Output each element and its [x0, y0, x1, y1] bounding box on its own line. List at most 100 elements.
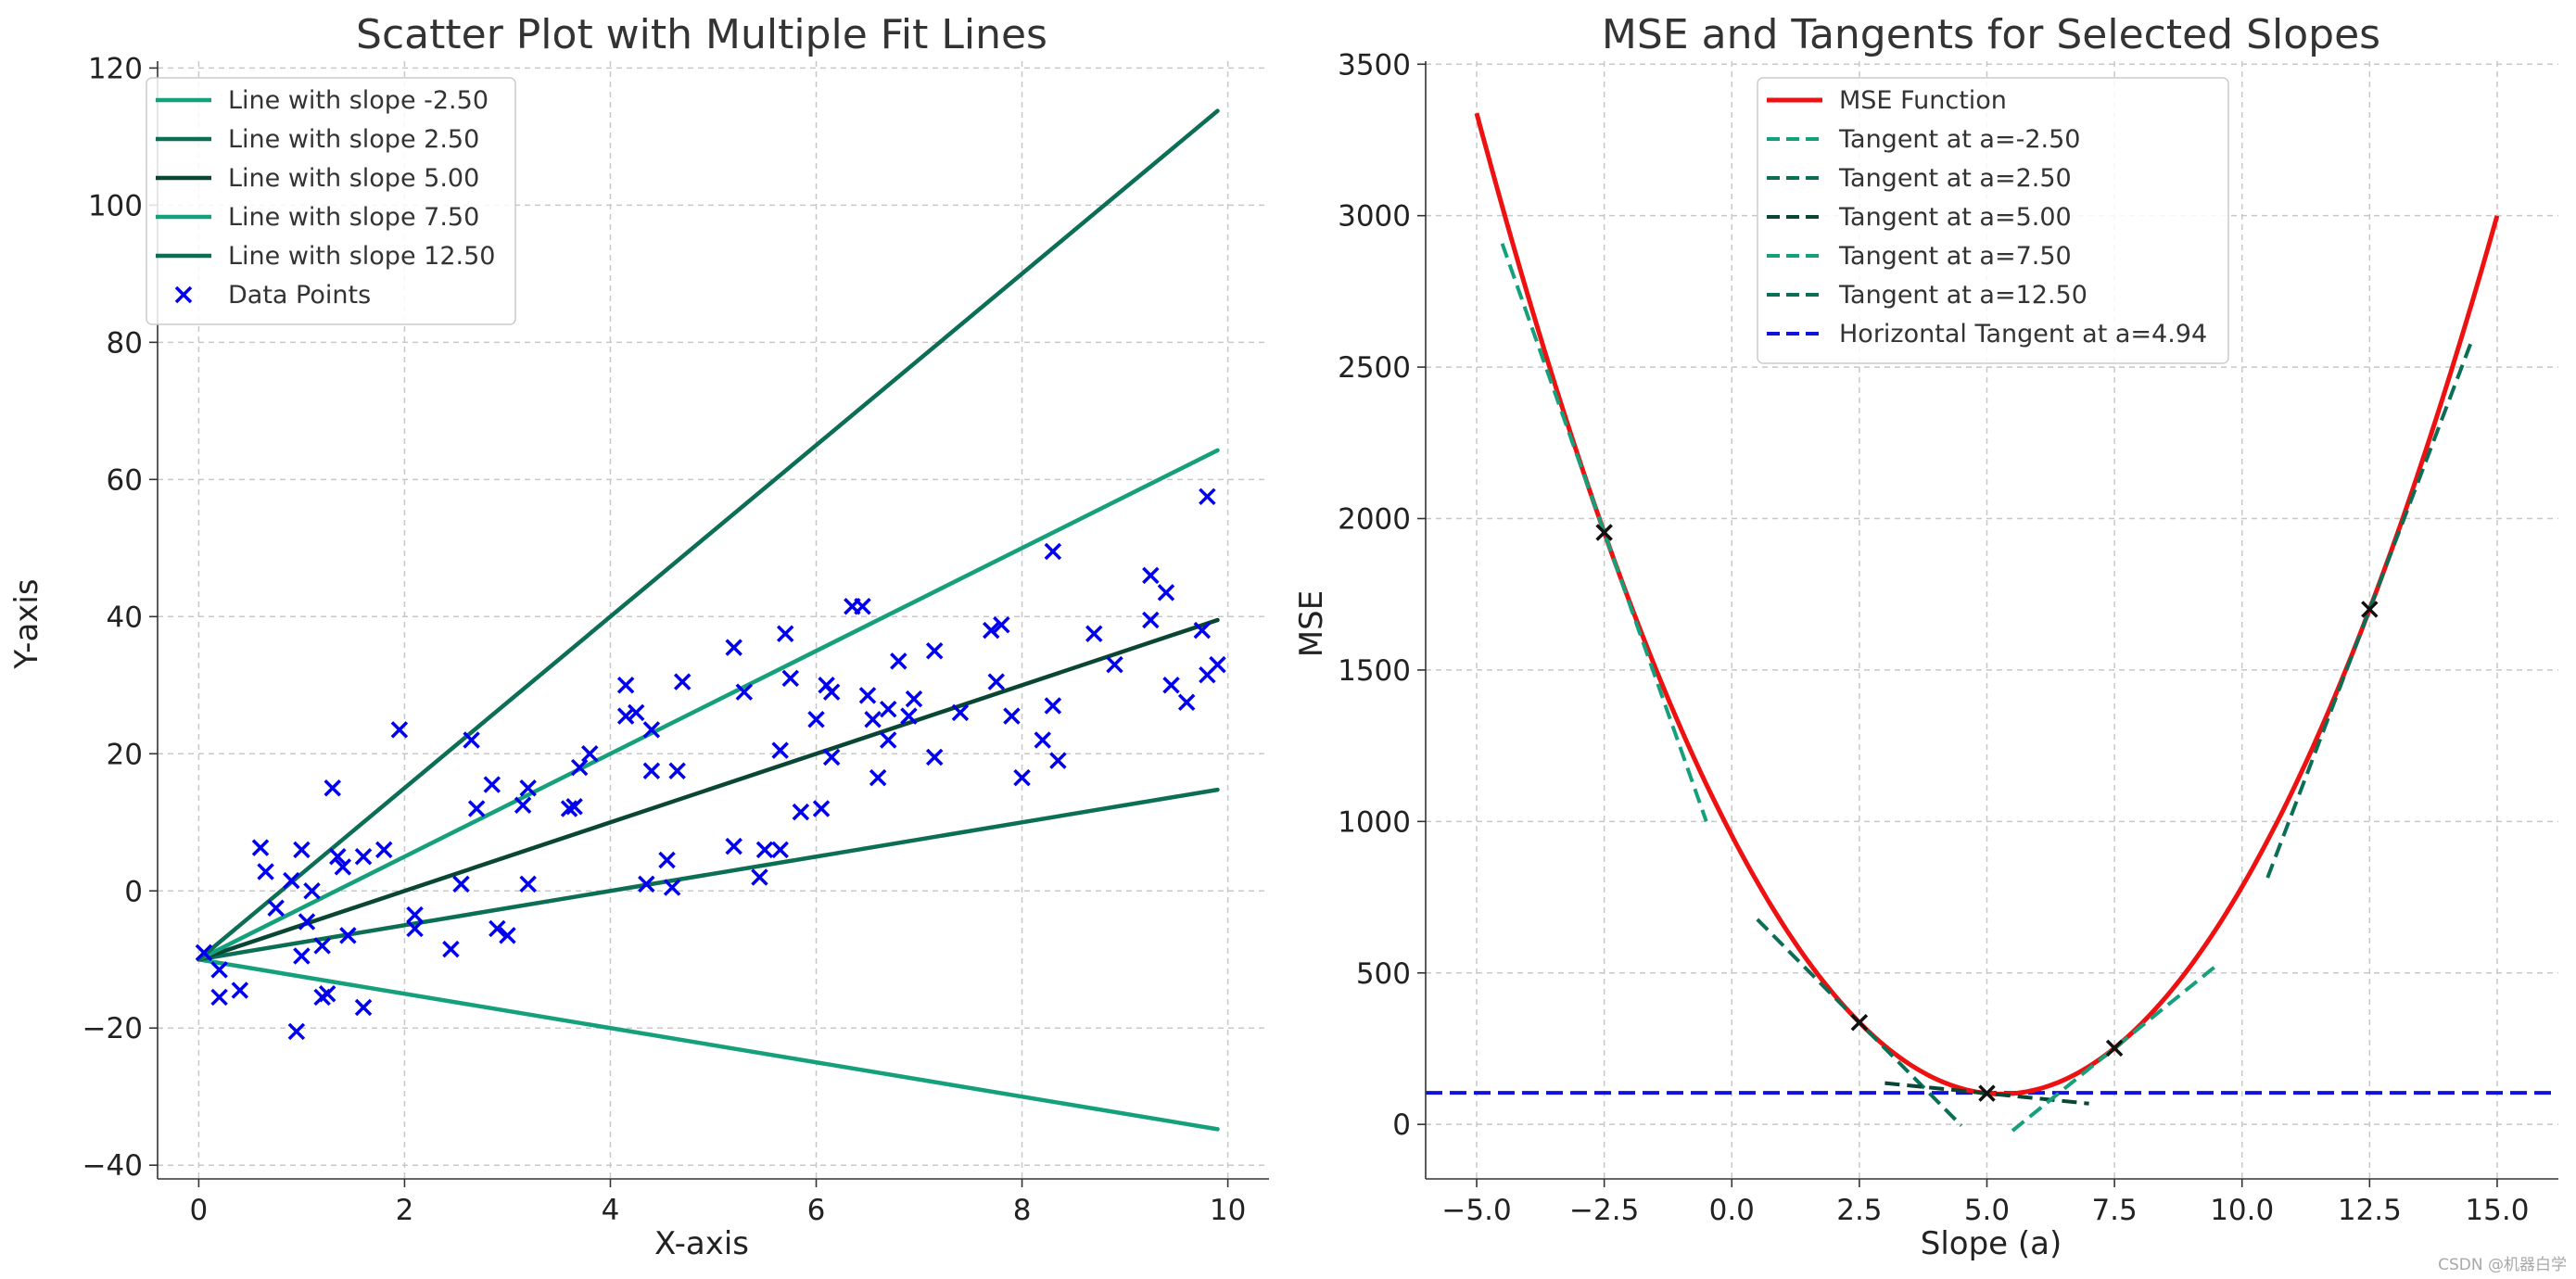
scatter-point-stroke — [467, 800, 486, 817]
scatter-data-point — [858, 687, 877, 704]
mse-legend-label: Horizontal Tangent at a=4.94 — [1839, 320, 2207, 348]
scatter-point-stroke — [642, 762, 661, 780]
scatter-data-point — [293, 841, 311, 859]
scatter-point-stroke — [1142, 566, 1160, 585]
scatter-data-point — [560, 800, 578, 817]
scatter-point-stroke — [442, 940, 460, 958]
scatter-point-stroke — [822, 748, 841, 766]
scatter-point-stroke — [1157, 584, 1175, 602]
scatter-point-stroke — [499, 927, 516, 944]
scatter-data-point — [339, 927, 357, 944]
mse-chart-title: MSE and Tangents for Selected Slopes — [1602, 11, 2380, 58]
scatter-data-point — [1003, 707, 1021, 725]
scatter-x-axis-label: X-axis — [654, 1225, 749, 1262]
scatter-legend-label: Line with slope 7.50 — [228, 203, 479, 232]
scatter-point-stroke — [1162, 677, 1180, 694]
scatter-point-stroke — [987, 673, 1006, 690]
scatter-point-stroke — [951, 703, 970, 722]
mse-tangent-marker — [2361, 601, 2379, 618]
mse-chart: MSE and Tangents for Selected Slopes −5.… — [1293, 11, 2558, 1262]
scatter-data-point — [375, 841, 393, 859]
scatter-point-stroke — [354, 998, 373, 1017]
scatter-point-stroke — [925, 748, 944, 766]
scatter-data-point — [293, 947, 311, 965]
scatter-fit-line — [197, 956, 1220, 1132]
scatter-data-point — [879, 700, 897, 718]
mse-marker-stroke — [1595, 524, 1613, 541]
scatter-data-point — [616, 707, 635, 725]
scatter-point-stroke — [463, 731, 480, 749]
mse-x-tick-label: 5.0 — [1964, 1194, 2010, 1227]
scatter-point-stroke — [725, 837, 742, 855]
scatter-point-stroke — [334, 858, 352, 876]
scatter-data-point — [257, 863, 274, 880]
scatter-point-stroke — [303, 882, 321, 900]
scatter-point-stroke — [1193, 621, 1212, 640]
scatter-y-tick-label: 100 — [88, 189, 143, 222]
scatter-point-stroke — [812, 800, 831, 817]
scatter-data-point — [334, 858, 352, 876]
mse-ticks: −5.0 −2.5 0.0 2.5 5.0 7.5 10.0 12.5 15.0 0 500 1000… — [1338, 48, 2529, 1227]
scatter-point-stroke — [293, 841, 311, 859]
scatter-point-stroke — [807, 711, 825, 728]
scatter-data-point — [890, 652, 907, 670]
scatter-data-point — [1193, 621, 1212, 640]
mse-marker-stroke — [2361, 601, 2379, 618]
scatter-data-point — [514, 796, 532, 815]
scatter-data-point — [925, 642, 944, 660]
scatter-point-stroke — [1034, 731, 1051, 749]
scatter-point-stroke — [1209, 655, 1226, 674]
scatter-point-stroke — [570, 758, 589, 777]
scatter-point-stroke — [864, 711, 882, 728]
scatter-point-stroke — [1106, 655, 1123, 674]
scatter-chart-title: Scatter Plot with Multiple Fit Lines — [356, 11, 1047, 58]
scatter-point-stroke — [658, 851, 676, 869]
scatter-point-stroke — [725, 639, 742, 656]
mse-marker-stroke — [1850, 1013, 1869, 1032]
scatter-data-point — [354, 998, 373, 1017]
mse-y-tick-label: 0 — [1392, 1108, 1411, 1142]
mse-x-tick-label: 0.0 — [1709, 1194, 1755, 1227]
scatter-point-stroke — [792, 803, 810, 821]
scatter-data-point — [993, 615, 1010, 634]
scatter-point-stroke — [983, 621, 1000, 640]
mse-tangent-line — [2265, 340, 2474, 879]
scatter-point-stroke — [616, 707, 635, 725]
scatter-legend-label: Line with slope 12.50 — [228, 242, 495, 271]
mse-legend-label: Tangent at a=5.00 — [1838, 203, 2072, 232]
mse-y-tick-label: 1000 — [1338, 805, 1411, 839]
mse-legend-label: Tangent at a=-2.50 — [1838, 125, 2080, 154]
scatter-data-point — [1199, 488, 1216, 506]
scatter-y-tick-label: 120 — [88, 52, 143, 85]
scatter-point-stroke — [879, 700, 897, 718]
mse-plot-area — [1426, 112, 2558, 1133]
scatter-point-stroke — [298, 913, 316, 931]
scatter-data-point — [725, 639, 742, 656]
scatter-point-stroke — [257, 863, 274, 880]
scatter-data-point — [1177, 693, 1196, 712]
scatter-data-point — [452, 875, 470, 893]
scatter-legend-label: Line with slope -2.50 — [228, 86, 489, 115]
scatter-point-stroke — [1044, 697, 1062, 715]
scatter-ticks: 0 2 4 6 8 10 −40 −20 0 20 40 60 80 100 120 — [82, 52, 1247, 1227]
scatter-legend-label: Line with slope 5.00 — [228, 164, 479, 193]
scatter-data-point — [390, 721, 409, 739]
scatter-data-point — [1085, 625, 1103, 643]
scatter-data-point — [210, 961, 228, 979]
scatter-point-stroke — [489, 919, 506, 938]
scatter-point-stroke — [771, 741, 789, 759]
scatter-data-point — [781, 669, 800, 688]
mse-y-tick-label: 2000 — [1338, 503, 1411, 537]
scatter-point-stroke — [267, 899, 285, 917]
scatter-data-point — [581, 745, 599, 763]
scatter-point-stroke — [925, 642, 944, 660]
scatter-point-stroke — [1085, 625, 1103, 643]
scatter-point-stroke — [210, 961, 228, 979]
scatter-point-stroke — [519, 779, 537, 797]
scatter-fit-line — [197, 448, 1220, 962]
scatter-y-tick-label: 60 — [107, 463, 143, 497]
mse-marker-stroke — [1978, 1084, 1996, 1102]
scatter-point-stroke — [231, 981, 249, 999]
scatter-point-stroke — [869, 768, 887, 787]
mse-x-tick-label: 2.5 — [1836, 1194, 1882, 1227]
